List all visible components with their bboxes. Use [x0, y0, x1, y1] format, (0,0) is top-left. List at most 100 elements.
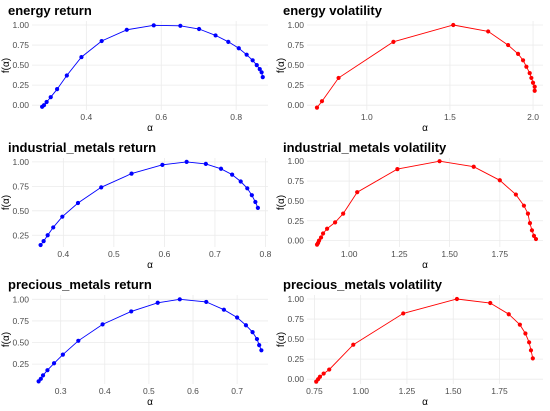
x-tick-label: 0.6 [155, 112, 167, 122]
data-point [99, 38, 104, 44]
data-point [259, 70, 264, 75]
data-point [333, 220, 338, 225]
data-point [524, 64, 529, 69]
x-tick-label: 0.7 [209, 249, 221, 259]
data-point [527, 340, 532, 345]
x-tick-label: 0.3 [55, 386, 67, 396]
data-point [60, 214, 65, 219]
data-point [235, 315, 240, 320]
data-point [44, 99, 49, 105]
data-point [243, 323, 249, 328]
data-point [515, 51, 521, 56]
data-point [254, 62, 259, 68]
data-point [160, 162, 165, 167]
data-point [255, 205, 260, 210]
x-tick-label: 2.0 [527, 112, 539, 122]
data-point [204, 299, 209, 305]
chart-panel: industrial_metals return 0.25 0.50 0.75 1.00… [0, 137, 275, 274]
data-point [203, 161, 208, 166]
y-tick-label: 1.00 [12, 157, 29, 167]
chart-title: industrial_metals volatility [283, 140, 447, 155]
chart-title: energy volatility [283, 3, 383, 18]
data-point [486, 29, 491, 34]
data-point [336, 75, 341, 81]
chart-panel: energy return 0.00 0.25 0.50 0.75 1.00 0.4 0.6 0… [0, 0, 275, 137]
data-point [41, 239, 46, 244]
data-point [517, 322, 522, 327]
y-tick-label: 0.00 [287, 236, 304, 246]
data-point [355, 190, 360, 195]
data-point [60, 352, 65, 357]
y-tick-label: 0.75 [12, 40, 29, 50]
chart-svg: energy return 0.00 0.25 0.50 0.75 1.00 0.4 0.6 0… [1, 3, 268, 134]
y-tick-label: 0.50 [287, 60, 304, 70]
data-point [532, 84, 537, 89]
data-point [529, 228, 535, 233]
data-point [351, 342, 356, 347]
data-point [520, 58, 526, 63]
data-point [41, 103, 47, 108]
data-point [76, 338, 81, 343]
x-axis-label: α [422, 260, 428, 271]
data-point [314, 105, 320, 110]
data-point [221, 307, 226, 312]
data-point [320, 231, 326, 236]
x-axis-label: α [422, 123, 428, 134]
data-point [260, 75, 265, 80]
data-point [523, 331, 528, 336]
x-tick-label: 0.75 [306, 386, 323, 396]
x-tick-label: 1.25 [399, 386, 416, 396]
x-tick-label: 1.00 [341, 249, 358, 259]
data-point [100, 322, 105, 327]
data-point [75, 200, 81, 206]
x-axis-label: α [147, 123, 153, 134]
data-point [253, 199, 258, 205]
y-tick-label: 0.50 [12, 338, 29, 348]
data-point [321, 371, 326, 376]
y-tick-label: 0.25 [287, 216, 304, 226]
x-tick-label: 0.4 [57, 249, 69, 259]
x-tick-label: 1.50 [441, 249, 458, 259]
y-tick-label: 1.00 [12, 20, 29, 30]
y-tick-label: 0.75 [287, 40, 304, 50]
series-line [38, 298, 262, 382]
data-point [254, 336, 260, 342]
y-tick-label: 0.50 [12, 60, 29, 70]
data-point [324, 226, 330, 231]
data-point [178, 23, 183, 28]
y-axis-label: f(α) [276, 58, 287, 73]
data-point [51, 361, 57, 366]
data-point [532, 88, 537, 93]
data-point [530, 356, 535, 361]
x-tick-label: 1.50 [445, 386, 462, 396]
y-tick-label: 0.25 [12, 359, 29, 369]
data-point [99, 185, 104, 190]
x-tick-label: 0.8 [230, 112, 242, 122]
series-line [316, 24, 536, 108]
x-tick-label: 1.75 [492, 249, 509, 259]
data-point [531, 233, 537, 238]
data-point [319, 99, 325, 104]
data-point [488, 300, 493, 306]
data-point [230, 172, 235, 177]
data-point [236, 46, 241, 51]
data-point [51, 225, 56, 230]
x-tick-label: 0.6 [187, 386, 199, 396]
data-point [316, 238, 322, 243]
data-point [244, 52, 249, 57]
chart-panel: precious_metals volatility 0.00 0.25 0.50 0.… [275, 274, 550, 411]
data-point [527, 221, 533, 226]
data-point [250, 58, 255, 63]
series-line [315, 298, 534, 382]
y-tick-label: 1.00 [12, 294, 29, 304]
data-point [184, 159, 189, 165]
data-point [525, 211, 531, 216]
data-point [318, 235, 324, 240]
data-point [218, 166, 224, 171]
y-tick-label: 0.00 [12, 100, 29, 110]
data-point [196, 26, 202, 32]
y-axis-label: f(α) [1, 332, 12, 347]
x-tick-label: 0.5 [143, 386, 155, 396]
data-point [54, 87, 60, 92]
data-point [401, 311, 406, 316]
